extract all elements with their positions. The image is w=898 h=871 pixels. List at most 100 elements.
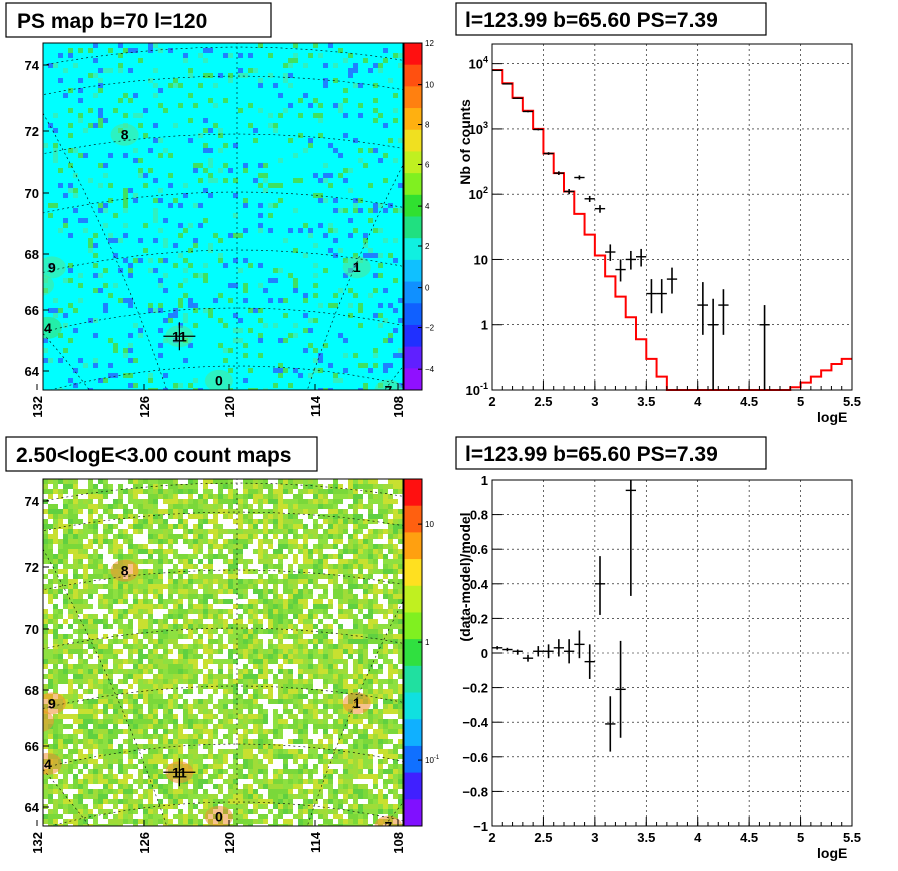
colorbar-segment [404, 719, 422, 747]
source-blob [204, 805, 233, 826]
colorbar-segment [404, 173, 422, 196]
source-label: 7 [385, 819, 393, 835]
count-map-title: 2.50<logE<3.00 count maps [16, 444, 291, 467]
count-map-plot: 0123456789101174727068666413212612011410… [25, 478, 565, 854]
colorbar-tick-label: −4 [425, 365, 435, 374]
source-label: 11 [172, 328, 187, 344]
colorbar-segment [404, 43, 422, 66]
spectrum-title: l=123.99 b=65.60 PS=7.39 [465, 9, 718, 32]
spectrum-frame [491, 43, 853, 391]
y-tick-label: 70 [25, 186, 39, 201]
source-blob [43, 316, 62, 339]
spectrum-x-tick-label: 3 [591, 394, 598, 409]
colorbar-segment [404, 692, 422, 720]
colorbar-segment [404, 216, 422, 239]
colorbar-segment [404, 665, 422, 694]
map2-pixels: 01234567891011 [43, 479, 565, 835]
spectrum-x-tick-label: 4.5 [740, 394, 758, 409]
source-label: 5 [36, 277, 44, 293]
source-label: 0 [215, 809, 223, 825]
colorbar-segment [404, 303, 422, 326]
colorbar-segment [404, 559, 422, 587]
colorbar-segment [404, 799, 422, 827]
source-label: 8 [121, 563, 129, 579]
residual-y-tick-label: −1 [473, 819, 488, 834]
residual-y-tick-label: −0.8 [462, 784, 488, 799]
colorbar-segment [404, 108, 422, 131]
source-label: 1 [353, 259, 361, 275]
spectrum-y-tick-label: 10-1 [466, 381, 488, 398]
colorbar-tick-label: 10-1 [425, 755, 440, 765]
ps-map-colorbar: 12 10 8 6 4 2 0 −2 −4 [403, 39, 435, 391]
source-label: 10 [543, 725, 559, 741]
residual-x-tick-label: 4.5 [740, 830, 758, 845]
x-tick-label: 126 [137, 832, 152, 854]
colorbar-segment [404, 324, 422, 348]
colorbar-segment [404, 745, 422, 774]
colorbar-segment [404, 194, 422, 217]
colorbar-frame [403, 42, 423, 391]
residual-y-axis-title: (data-model)/model [457, 512, 473, 641]
source-blob [537, 722, 565, 744]
colorbar-tick-label: 10 [425, 81, 434, 90]
y-tick-label: 68 [25, 683, 39, 698]
colorbar-segment [404, 281, 422, 304]
residual-y-tick-label: 0 [481, 646, 488, 661]
colorbar-segment [404, 151, 422, 174]
colorbar-tick-label: 10 [425, 520, 434, 529]
residual-x-tick-label: 2 [488, 830, 495, 845]
x-tick-label: 114 [308, 831, 323, 853]
y-tick-label: 74 [25, 58, 40, 73]
colorbar-segment [404, 346, 422, 369]
colorbar-segment [404, 585, 422, 613]
residual-y-tick-label: −0.2 [462, 681, 488, 696]
x-tick-label: 114 [308, 395, 323, 417]
spectrum-y-tick-label: 10 [474, 252, 488, 267]
spectrum-y-tick-label: 102 [469, 185, 488, 202]
residual-y-tick-label: −0.4 [462, 715, 488, 730]
source-label: 0 [215, 373, 223, 389]
source-label: 9 [48, 259, 56, 275]
colorbar-tick-label: −2 [425, 324, 435, 333]
spectrum-x-tick-label: 2 [488, 394, 495, 409]
spectrum-x-tick-label: 5 [797, 394, 804, 409]
y-tick-label: 74 [25, 494, 40, 509]
spectrum-model-step-line [492, 68, 852, 391]
source-blob [342, 692, 371, 715]
y-tick-label: 72 [25, 560, 39, 575]
residual-y-tick-label: 0.4 [470, 577, 489, 592]
source-label: 10 [543, 289, 559, 305]
colorbar-tick-label: 8 [425, 121, 430, 130]
source-label: 2 [431, 111, 439, 127]
colorbar-segment [404, 772, 422, 800]
ps-map-title-box [5, 2, 272, 38]
residual-y-tick-label: 0.8 [470, 508, 488, 523]
spectrum-x-tick-label: 4 [694, 394, 702, 409]
latitude-gridline [43, 249, 403, 273]
ps-map-panel: PS map b=70 l=120 0123456789101174727068… [5, 2, 559, 418]
residual-x-tick-label: 3.5 [637, 830, 655, 845]
colorbar-segment [404, 259, 422, 283]
spectrum-x-tick-label: 5.5 [843, 394, 861, 409]
residual-x-tick-label: 5 [797, 830, 804, 845]
colorbar-segment [404, 86, 422, 109]
colorbar-segment [404, 64, 422, 87]
x-tick-label: 108 [391, 832, 406, 854]
residual-title: l=123.99 b=65.60 PS=7.39 [465, 443, 718, 466]
spectrum-y-axis-title: Nb of counts [457, 99, 473, 185]
spectrum-y-tick-label: 103 [469, 120, 488, 137]
source-blob [43, 752, 62, 775]
source-blob [43, 274, 54, 296]
y-tick-label: 72 [25, 124, 39, 139]
source-label: 4 [44, 320, 52, 336]
source-blob [43, 710, 54, 732]
source-blob [43, 692, 66, 715]
colorbar-segment [404, 238, 422, 261]
source-blob [204, 369, 233, 390]
x-tick-label: 120 [222, 396, 237, 418]
source-blob [421, 544, 449, 566]
spectrum-x-tick-label: 2.5 [534, 394, 552, 409]
colorbar-segment [404, 129, 422, 152]
residual-plot: 2 2.5 3 3.5 4 4.5 5 5.5 1 0.8 0.6 0.4 0.2 0 −0.2 −0.4 −0… [462, 473, 861, 845]
